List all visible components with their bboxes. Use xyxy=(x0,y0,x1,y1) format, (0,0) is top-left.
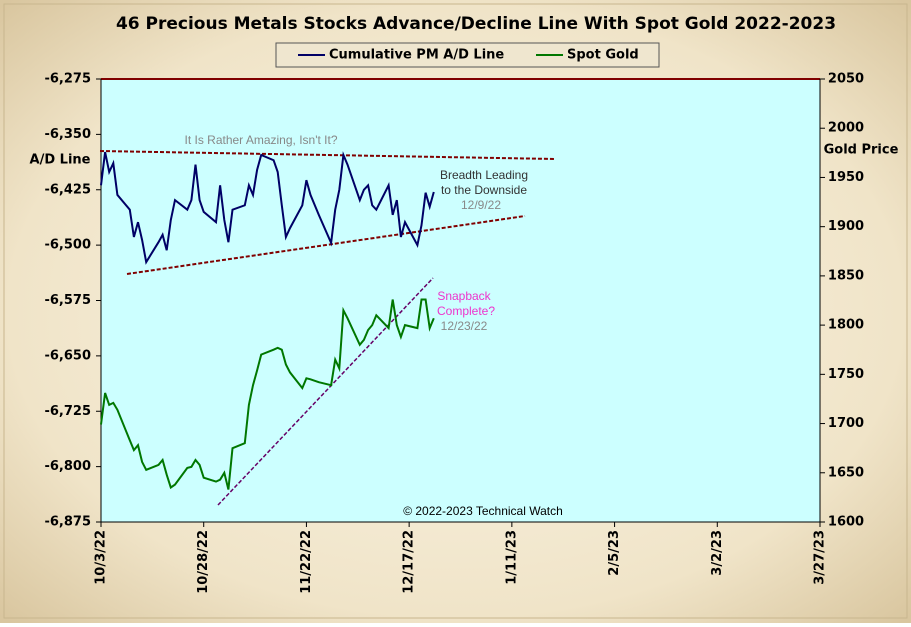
y-tick-label: -6,875 xyxy=(44,515,91,530)
trend-line xyxy=(126,215,526,275)
y2-tick-label: 1700 xyxy=(828,416,864,431)
x-tick-label: 3/27/23 xyxy=(813,530,828,585)
y-tick-label: -6,725 xyxy=(44,404,91,419)
y-tick-label: -6,500 xyxy=(44,238,91,253)
annotation: 12/23/22 xyxy=(441,319,488,333)
y2-tick-label: 2000 xyxy=(828,121,864,136)
y-tick-label: -6,575 xyxy=(44,293,91,308)
annotation: Snapback xyxy=(437,289,491,303)
legend-label: Cumulative PM A/D Line xyxy=(329,48,504,63)
y-tick-label: -6,425 xyxy=(44,182,91,197)
series-line xyxy=(100,298,435,490)
annotation: to the Downside xyxy=(441,183,527,197)
series-line xyxy=(100,151,435,265)
annotation: Complete? xyxy=(437,304,495,318)
y-tick-label: -6,800 xyxy=(44,459,91,474)
x-tick-label: 12/17/22 xyxy=(402,530,417,594)
y-axis-label: A/D Line xyxy=(30,153,91,168)
y2-tick-label: 1650 xyxy=(828,465,864,480)
annotation: It Is Rather Amazing, Isn't It? xyxy=(184,133,337,147)
y2-axis-label: Gold Price xyxy=(824,143,899,158)
x-tick-label: 11/22/22 xyxy=(299,530,314,594)
annotation: Breadth Leading xyxy=(440,168,528,182)
x-tick-label: 1/11/23 xyxy=(504,530,519,585)
x-tick-label: 10/3/22 xyxy=(94,530,109,585)
x-tick-label: 3/2/23 xyxy=(710,530,725,576)
y2-tick-label: 1750 xyxy=(828,367,864,382)
x-tick-label: 2/5/23 xyxy=(607,530,622,576)
source: © 2022-2023 Technical Watch xyxy=(403,504,563,518)
frame xyxy=(3,3,908,619)
trend-line xyxy=(217,277,434,506)
y2-tick-label: 1950 xyxy=(828,170,864,185)
x-tick-label: 10/28/22 xyxy=(196,530,211,594)
y-tick-label: -6,275 xyxy=(44,72,91,87)
legend-label: Spot Gold xyxy=(567,48,639,63)
annotation: 12/9/22 xyxy=(461,198,501,212)
y-tick-label: -6,350 xyxy=(44,127,91,142)
y2-tick-label: 1800 xyxy=(828,318,864,333)
y2-tick-label: 2050 xyxy=(828,72,864,87)
y2-tick-label: 1900 xyxy=(828,219,864,234)
y2-tick-label: 1850 xyxy=(828,268,864,283)
y2-tick-label: 1600 xyxy=(828,515,864,530)
legend xyxy=(275,42,660,68)
chart-title: 46 Precious Metals Stocks Advance/Declin… xyxy=(116,14,836,34)
trend-line xyxy=(99,150,556,160)
y-tick-label: -6,650 xyxy=(44,348,91,363)
